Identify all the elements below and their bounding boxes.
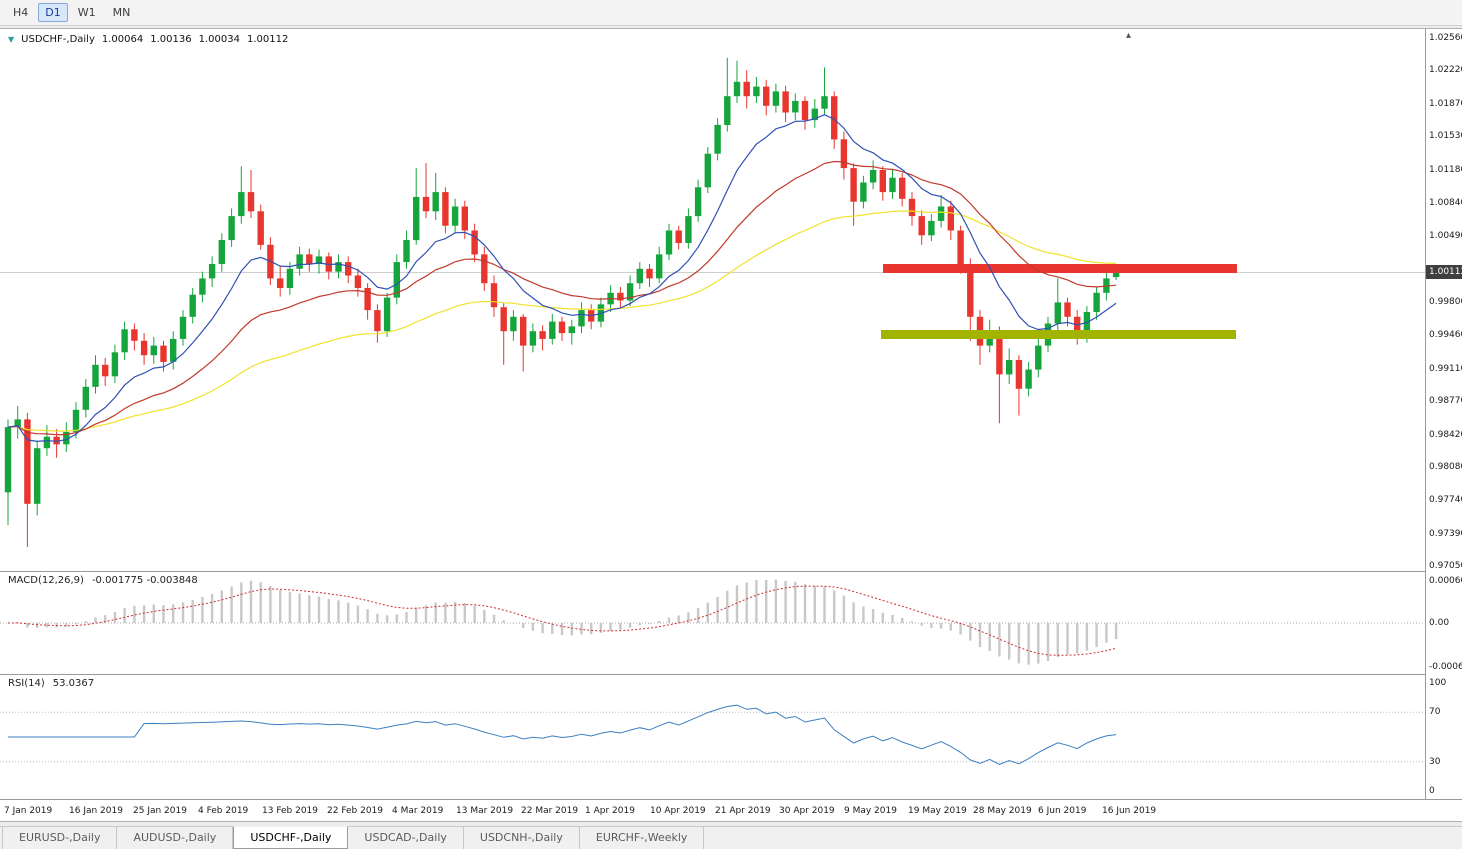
macd-axis-top-label: 0.0006058 xyxy=(1429,576,1462,586)
ma-fast-line xyxy=(7,114,1117,443)
timeframe-h4-button[interactable]: H4 xyxy=(13,6,29,19)
macd-axis-bottom-label: -0.0006098 xyxy=(1429,662,1462,672)
rsi-indicator-pane[interactable] xyxy=(0,675,1425,799)
rsi-axis-70-label: 70 xyxy=(1429,707,1441,717)
price-tick-label: 1.01530 xyxy=(1429,131,1462,141)
ohlc-high: 1.00136 xyxy=(150,34,192,45)
date-tick-label: 19 May 2019 xyxy=(908,806,967,816)
support-rect xyxy=(881,330,1236,339)
date-tick-label: 9 May 2019 xyxy=(844,806,897,816)
date-tick-label: 28 May 2019 xyxy=(973,806,1032,816)
date-tick-label: 13 Feb 2019 xyxy=(262,806,319,816)
chart-tabs-bar: EURUSD-,Daily AUDUSD-,Daily USDCHF-,Daily U… xyxy=(0,826,1462,849)
date-tick-label: 22 Feb 2019 xyxy=(327,806,384,816)
date-tick-label: 13 Mar 2019 xyxy=(456,806,514,816)
date-tick-label: 6 Jun 2019 xyxy=(1038,806,1087,816)
candles-group xyxy=(4,57,1120,547)
price-tick-label: 1.02560 xyxy=(1429,33,1462,43)
chart-symbol-label: USDCHF-,Daily xyxy=(21,34,95,45)
date-tick-label: 21 Apr 2019 xyxy=(715,806,771,816)
resistance-rect xyxy=(883,264,1237,273)
chart-dropdown-icon[interactable]: ▼ xyxy=(8,35,15,44)
price-tick-label: 0.97050 xyxy=(1429,561,1462,571)
ohlc-open: 1.00064 xyxy=(101,34,144,45)
date-tick-label: 7 Jan 2019 xyxy=(4,806,53,816)
rsi-value: 53.0367 xyxy=(52,678,95,689)
date-tick-label: 25 Jan 2019 xyxy=(133,806,187,816)
macd-indicator-pane[interactable] xyxy=(0,572,1425,674)
chart-tab-eurchf[interactable]: EURCHF-,Weekly xyxy=(580,827,705,849)
chart-title: ▼ USDCHF-,Daily 1.00064 1.00136 1.00034 … xyxy=(8,34,288,45)
ma-slow-line xyxy=(7,210,1117,432)
price-axis[interactable]: 1.00112 0.0006058 0.00 -0.0006098 100 70… xyxy=(1425,29,1462,799)
ma-mid-line xyxy=(7,160,1117,436)
date-tick-label: 4 Mar 2019 xyxy=(392,806,444,816)
ohlc-low: 1.00034 xyxy=(198,34,240,45)
pane-divider-macd[interactable] xyxy=(0,571,1462,572)
rsi-axis-30-label: 30 xyxy=(1429,757,1441,767)
timeframe-toolbar: H4 D1 W1 MN xyxy=(0,0,1462,26)
ohlc-close: 1.00112 xyxy=(246,34,289,45)
chart-tab-usdcad[interactable]: USDCAD-,Daily xyxy=(348,827,464,849)
date-tick-label: 22 Mar 2019 xyxy=(521,806,579,816)
price-tick-label: 1.01180 xyxy=(1429,165,1462,175)
date-tick-label: 10 Apr 2019 xyxy=(650,806,706,816)
macd-histogram xyxy=(16,579,1118,665)
date-tick-label: 16 Jan 2019 xyxy=(69,806,123,816)
chart-area: ▼ USDCHF-,Daily 1.00064 1.00136 1.00034 … xyxy=(0,28,1462,822)
rsi-label: RSI(14) xyxy=(8,678,45,689)
rsi-line xyxy=(8,704,1117,765)
chart-tab-audusd[interactable]: AUDUSD-,Daily xyxy=(117,827,234,849)
macd-label: MACD(12,26,9) xyxy=(8,575,84,586)
pane-divider-rsi[interactable] xyxy=(0,674,1462,675)
chart-tab-usdchf[interactable]: USDCHF-,Daily xyxy=(233,826,349,849)
price-tick-label: 1.01870 xyxy=(1429,99,1462,109)
price-tick-label: 1.00840 xyxy=(1429,198,1462,208)
rsi-axis-0-label: 0 xyxy=(1429,786,1435,796)
pane-divider-dates xyxy=(0,799,1462,800)
timeframe-d1-button[interactable]: D1 xyxy=(38,3,68,22)
main-price-chart[interactable] xyxy=(0,29,1425,571)
chart-tab-eurusd[interactable]: EURUSD-,Daily xyxy=(2,827,118,849)
price-tick-label: 1.02220 xyxy=(1429,65,1462,75)
timeframe-mn-button[interactable]: MN xyxy=(112,6,131,19)
current-price-badge: 1.00112 xyxy=(1426,265,1462,279)
macd-values: -0.001775 -0.003848 xyxy=(91,575,198,586)
date-tick-label: 16 Jun 2019 xyxy=(1102,806,1157,816)
chart-tab-usdcnh[interactable]: USDCNH-,Daily xyxy=(464,827,580,849)
date-tick-label: 4 Feb 2019 xyxy=(198,806,249,816)
macd-axis-zero-label: 0.00 xyxy=(1429,618,1450,628)
timeframe-w1-button[interactable]: W1 xyxy=(77,6,96,19)
rsi-header: RSI(14) 53.0367 xyxy=(8,678,94,689)
macd-header: MACD(12,26,9) -0.001775 -0.003848 xyxy=(8,575,198,586)
date-tick-label: 30 Apr 2019 xyxy=(779,806,835,816)
date-tick-label: 1 Apr 2019 xyxy=(585,806,635,816)
rsi-axis-100-label: 100 xyxy=(1429,678,1447,688)
chart-shift-marker-icon[interactable]: ▴ xyxy=(1126,30,1132,41)
date-axis[interactable]: 7 Jan 2019 16 Jan 2019 25 Jan 2019 4 Feb 20… xyxy=(0,800,1462,821)
